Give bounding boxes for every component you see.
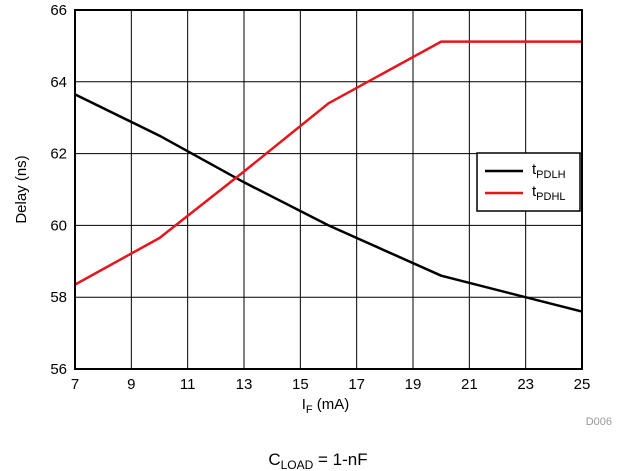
legend-label-tpdlh-sub: PDLH [536, 169, 565, 181]
legend-box [476, 152, 581, 212]
x-tick-labels: 7 9 11 13 15 17 19 21 23 25 [71, 376, 591, 393]
y-tick-label: 66 [50, 2, 67, 19]
x-tick-label: 7 [71, 376, 79, 393]
x-tick-label: 21 [461, 376, 478, 393]
x-tick-label: 17 [348, 376, 365, 393]
y-axis-label: Delay (ns) [13, 155, 30, 223]
legend-label-tpdhl-main: t [532, 183, 537, 200]
y-tick-label: 60 [50, 217, 67, 234]
series-layer [74, 40, 583, 313]
x-tick-label: 13 [236, 376, 253, 393]
caption: CLOAD = 1-nF [268, 450, 367, 471]
x-tick-label: 11 [180, 376, 196, 393]
plot-frame [74, 9, 583, 370]
series-line-tpdhl [74, 40, 582, 286]
y-tick-label: 56 [50, 361, 67, 378]
y-tick-labels: 56 58 60 62 64 66 [50, 2, 67, 378]
x-tick-label: 25 [574, 376, 591, 393]
x-axis-label: IF (mA) [302, 396, 350, 416]
series-line-tpdlh [74, 93, 583, 313]
legend-label-tpdhl: tPDHL [532, 183, 566, 203]
figure-id: D006 [586, 416, 612, 428]
x-axis-label-unit: (mA) [313, 396, 350, 413]
legend-label-tpdhl-sub: PDHL [536, 191, 565, 203]
x-axis-label-sub: F [306, 404, 313, 416]
legend-label-tpdlh: tPDLH [532, 161, 566, 181]
caption-rest: = 1-nF [313, 450, 367, 469]
y-tick-label: 62 [50, 146, 67, 163]
caption-main: C [268, 450, 280, 469]
x-tick-label: 15 [292, 376, 309, 393]
legend: tPDLH tPDHL [476, 152, 581, 212]
y-tick-label: 58 [50, 289, 67, 306]
x-tick-label: 9 [127, 376, 135, 393]
x-axis-label-main: I [302, 396, 306, 413]
y-tick-label: 64 [50, 74, 67, 91]
x-tick-label: 19 [405, 376, 422, 393]
caption-sub: LOAD [281, 458, 314, 471]
legend-label-tpdlh-main: t [532, 161, 537, 178]
x-tick-label: 23 [517, 376, 534, 393]
